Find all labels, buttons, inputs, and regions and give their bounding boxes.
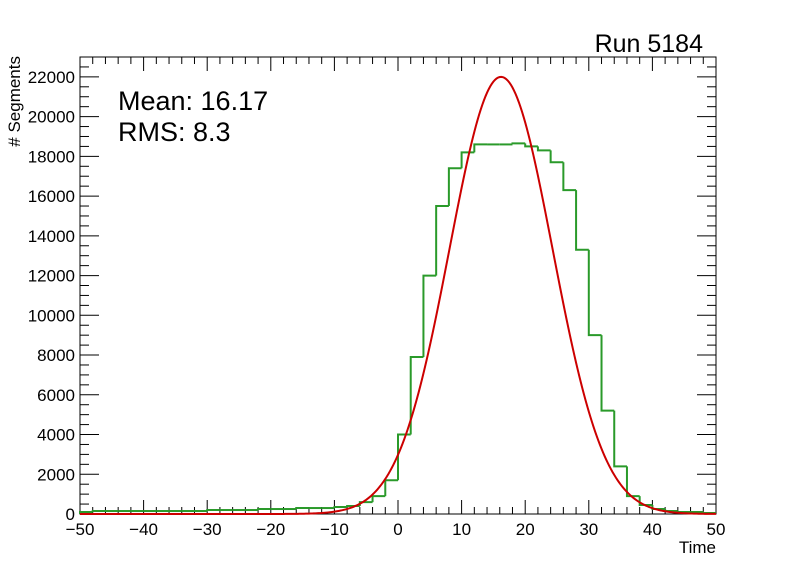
gaussian-fit-line (80, 75, 717, 515)
histogram-bin (91, 510, 106, 513)
histogram-bin (447, 167, 462, 207)
y-tick-label: 2000 (37, 465, 75, 484)
histogram-bin (524, 143, 538, 148)
histogram-bin (333, 506, 348, 509)
histogram-bin (562, 162, 577, 192)
histogram-bin (575, 190, 589, 251)
x-tick-label: −50 (66, 520, 95, 539)
histogram-bin (613, 410, 627, 468)
x-tick-label: 20 (516, 520, 535, 539)
histogram-bin (638, 496, 653, 507)
histogram-bin (473, 143, 488, 153)
histogram-bin (549, 150, 564, 164)
y-tick-label: 22000 (28, 68, 75, 87)
x-tick-label: 10 (452, 520, 471, 539)
chart-title: Run 5184 (595, 30, 704, 58)
histogram-bin (511, 142, 526, 145)
histogram-bin (435, 205, 449, 276)
y-tick-label: 4000 (37, 426, 75, 445)
histogram-bin (536, 146, 551, 152)
y-tick-label: 6000 (37, 386, 75, 405)
x-tick-label: 0 (393, 520, 402, 539)
chart-text: Run 5184 Mean: 16.17 RMS: 8.3 Time # Seg… (5, 30, 716, 557)
y-tick-label: 18000 (28, 147, 75, 166)
x-tick-label: 50 (707, 520, 726, 539)
x-tick-label: −30 (193, 520, 222, 539)
y-tick-label: 8000 (37, 346, 75, 365)
y-tick-label: 14000 (28, 227, 75, 246)
histogram-bin (625, 466, 640, 498)
axes: −50 −40 −30 −20 −10 0 10 20 30 40 50 0 2000 4000 6000 8… (28, 56, 726, 539)
histogram-bin (676, 511, 691, 514)
y-tick-label: 20000 (28, 108, 75, 127)
histogram-bin (257, 508, 271, 511)
y-tick-label: 16000 (28, 187, 75, 206)
histogram-bin (600, 335, 615, 412)
y-tick-label: 10000 (28, 306, 75, 325)
histogram-bin (409, 356, 424, 435)
x-tick-label: 40 (643, 520, 662, 539)
x-axis-title: Time (679, 538, 716, 557)
histogram-bin (295, 507, 309, 510)
y-tick-label: 12000 (28, 267, 75, 286)
mean-stat: Mean: 16.17 (118, 86, 268, 116)
x-tick-label: 30 (579, 520, 598, 539)
rms-stat: RMS: 8.3 (118, 117, 231, 147)
fit-curve-series (80, 75, 717, 515)
histogram-bin (371, 495, 386, 503)
x-tick-label: −20 (256, 520, 285, 539)
histogram-bin (422, 274, 437, 358)
y-axis-title: # Segments (5, 56, 24, 147)
histogram-bin (206, 509, 220, 512)
histogram-series (79, 142, 716, 515)
x-tick-label: −40 (129, 520, 158, 539)
x-tick-label: −10 (320, 520, 349, 539)
histogram-bin (587, 249, 602, 337)
y-tick-label: 0 (66, 505, 75, 524)
